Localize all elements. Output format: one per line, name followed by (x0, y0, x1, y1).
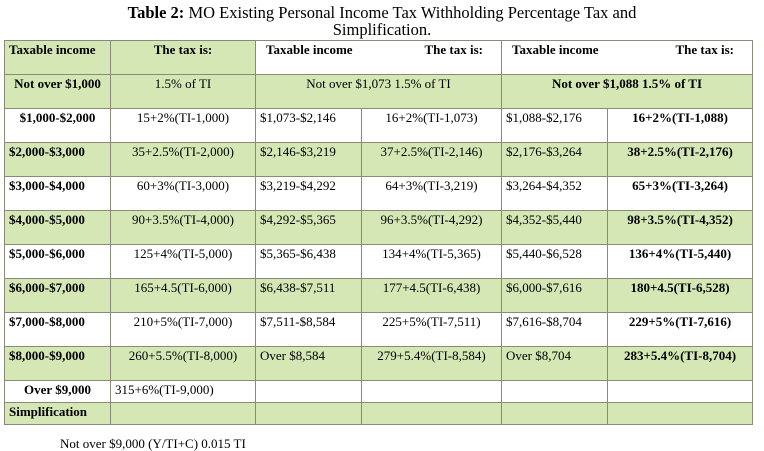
header-tax-is-3: The tax is: (675, 42, 735, 57)
cell-formula: 1.5% of TI (110, 74, 256, 109)
table-row: $2,000-$3,000 35+2.5%(TI-2,000) $2,146-$… (4, 142, 753, 177)
cell-formula-3: 16+2%(TI-1,088) (607, 108, 753, 143)
cell-formula: 35+2.5%(TI-2,000) (110, 142, 256, 177)
cell-empty (361, 380, 502, 403)
caption-text: MO Existing Personal Income Tax Withhold… (188, 3, 637, 22)
cell-formula-2: 37+2.5%(TI-2,146) (361, 142, 502, 177)
table-row: $6,000-$7,000 165+4.5(TI-6,000) $6,438-$… (4, 278, 753, 313)
header-taxable-income-2: Taxable income (266, 42, 353, 57)
table-row: Over $9,000 315+6%(TI-9,000) (4, 380, 753, 403)
cell-formula: 315+6%(TI-9,000) (110, 380, 256, 403)
cell-bracket-2: Over $8,584 (255, 346, 362, 381)
cell-bracket-2: $6,438-$7,511 (255, 278, 362, 313)
header-tax-is-2: The tax is: (424, 42, 484, 57)
cell-formula-3: 136+4%(TI-5,440) (607, 244, 753, 279)
cell-bracket: $2,000-$3,000 (4, 142, 111, 177)
cell-bracket-2: $3,219-$4,292 (255, 176, 362, 211)
cell-formula-3: 38+2.5%(TI-2,176) (607, 142, 753, 177)
cell-formula-3: 98+3.5%(TI-4,352) (607, 210, 753, 245)
cell-bracket-3: $6,000-$7,616 (501, 278, 608, 313)
header-taxable-income-3: Taxable income (512, 42, 599, 57)
cell-bracket: $4,000-$5,000 (4, 210, 111, 245)
cell-bracket: $6,000-$7,000 (4, 278, 111, 313)
cell-formula-3: 283+5.4%(TI-8,704) (607, 346, 753, 381)
caption-text-line2: Simplification. (332, 20, 432, 39)
cell-bracket-3: $5,440-$6,528 (501, 244, 608, 279)
table-row: $8,000-$9,000 260+5.5%(TI-8,000) Over $8… (4, 346, 753, 381)
caption-label: Table 2: (127, 3, 185, 22)
cell-formula-2: 64+3%(TI-3,219) (361, 176, 502, 211)
cell-bracket: $1,000-$2,000 (4, 108, 111, 143)
cell-empty (255, 402, 362, 425)
cell-formula-3: 180+4.5(TI-6,528) (607, 278, 753, 313)
cell-empty (110, 402, 256, 425)
header-group-3: Taxable income The tax is: (501, 40, 753, 75)
cell-simplification: Simplification (4, 402, 111, 425)
cell-bracket-2: $4,292-$5,365 (255, 210, 362, 245)
table-row: $5,000-$6,000 125+4%(TI-5,000) $5,365-$6… (4, 244, 753, 279)
cell-bracket-3: $4,352-$5,440 (501, 210, 608, 245)
cell-formula: 15+2%(TI-1,000) (110, 108, 256, 143)
cell-formula: 125+4%(TI-5,000) (110, 244, 256, 279)
header-tax-is-1: The tax is: (110, 40, 256, 75)
cell-bracket: $8,000-$9,000 (4, 346, 111, 381)
cell-formula: 60+3%(TI-3,000) (110, 176, 256, 211)
cell-formula: 165+4.5(TI-6,000) (110, 278, 256, 313)
cell-bracket-3: Over $8,704 (501, 346, 608, 381)
cell-formula-3: 65+3%(TI-3,264) (607, 176, 753, 211)
header-row: Taxable income The tax is: Taxable incom… (4, 40, 753, 75)
cell-formula-2: 16+2%(TI-1,073) (361, 108, 502, 143)
cell-merged-3: Not over $1,088 1.5% of TI (501, 74, 753, 109)
cell-bracket-2: $7,511-$8,584 (255, 312, 362, 347)
cell-merged-2: Not over $1,073 1.5% of TI (255, 74, 502, 109)
table-row: $3,000-$4,000 60+3%(TI-3,000) $3,219-$4,… (4, 176, 753, 211)
header-group-2: Taxable income The tax is: (255, 40, 502, 75)
cell-formula: 90+3.5%(TI-4,000) (110, 210, 256, 245)
cell-bracket-3: $1,088-$2,176 (501, 108, 608, 143)
cell-formula-3: 229+5%(TI-7,616) (607, 312, 753, 347)
cell-empty (501, 402, 608, 425)
cell-bracket-2: $1,073-$2,146 (255, 108, 362, 143)
cell-bracket: $7,000-$8,000 (4, 312, 111, 347)
cell-empty (361, 402, 502, 425)
cell-formula-2: 279+5.4%(TI-8,584) (361, 346, 502, 381)
table-row: Simplification (4, 402, 753, 425)
tax-table: Taxable income The tax is: Taxable incom… (4, 40, 753, 425)
cell-empty (501, 380, 608, 403)
table-row: $4,000-$5,000 90+3.5%(TI-4,000) $4,292-$… (4, 210, 753, 245)
cell-bracket-2: $2,146-$3,219 (255, 142, 362, 177)
cell-bracket: $3,000-$4,000 (4, 176, 111, 211)
cell-bracket-2: $5,365-$6,438 (255, 244, 362, 279)
cell-bracket: Over $9,000 (4, 380, 111, 403)
table-caption: Table 2: MO Existing Personal Income Tax… (0, 4, 764, 38)
cell-formula: 260+5.5%(TI-8,000) (110, 346, 256, 381)
cell-formula: 210+5%(TI-7,000) (110, 312, 256, 347)
cell-bracket-3: $7,616-$8,704 (501, 312, 608, 347)
cell-bracket-3: $3,264-$4,352 (501, 176, 608, 211)
cell-bracket: Not over $1,000 (4, 74, 111, 109)
cell-formula-2: 225+5%(TI-7,511) (361, 312, 502, 347)
cell-formula-2: 177+4.5(TI-6,438) (361, 278, 502, 313)
header-taxable-income-1: Taxable income (4, 40, 111, 75)
cell-empty (607, 402, 753, 425)
cell-bracket: $5,000-$6,000 (4, 244, 111, 279)
cell-empty (255, 380, 362, 403)
table-row: $1,000-$2,000 15+2%(TI-1,000) $1,073-$2,… (4, 108, 753, 143)
cell-formula-2: 96+3.5%(TI-4,292) (361, 210, 502, 245)
cell-empty (607, 380, 753, 403)
cell-formula-2: 134+4%(TI-5,365) (361, 244, 502, 279)
table-row: Not over $1,000 1.5% of TI Not over $1,0… (4, 74, 753, 109)
table-row: $7,000-$8,000 210+5%(TI-7,000) $7,511-$8… (4, 312, 753, 347)
cell-bracket-3: $2,176-$3,264 (501, 142, 608, 177)
